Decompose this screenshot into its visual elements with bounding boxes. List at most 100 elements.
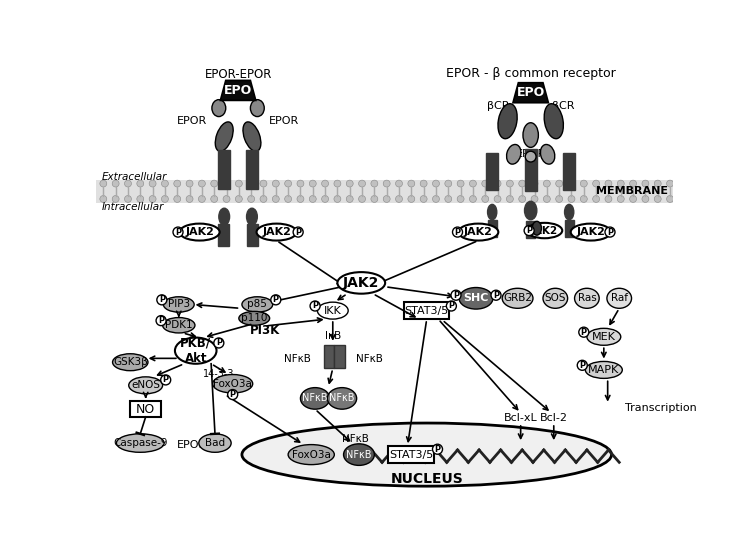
Ellipse shape (186, 180, 193, 187)
Text: P: P (175, 227, 181, 237)
Text: EPOR-EPOR: EPOR-EPOR (205, 68, 272, 82)
Text: IκB: IκB (325, 331, 341, 341)
Bar (565, 220, 574, 237)
Ellipse shape (260, 180, 267, 187)
Ellipse shape (458, 180, 464, 187)
Ellipse shape (519, 180, 526, 187)
Ellipse shape (247, 208, 257, 225)
Ellipse shape (272, 180, 279, 187)
Text: JAK2: JAK2 (185, 227, 214, 237)
Text: P: P (312, 301, 318, 311)
Ellipse shape (420, 180, 427, 187)
Bar (404, 302, 449, 319)
Bar (248, 224, 258, 246)
Ellipse shape (228, 390, 238, 399)
Ellipse shape (248, 180, 255, 187)
Ellipse shape (100, 196, 106, 202)
Ellipse shape (161, 196, 169, 202)
Ellipse shape (525, 151, 536, 162)
Ellipse shape (338, 272, 386, 294)
Ellipse shape (544, 104, 563, 139)
Ellipse shape (334, 196, 340, 202)
Text: P: P (158, 316, 164, 325)
Ellipse shape (163, 317, 195, 333)
Text: PIP3: PIP3 (168, 299, 190, 310)
Text: JAK2: JAK2 (464, 227, 493, 237)
Ellipse shape (212, 100, 226, 117)
Ellipse shape (175, 338, 217, 364)
Text: NFκB: NFκB (342, 434, 368, 444)
Text: EPO: EPO (224, 84, 252, 97)
Ellipse shape (211, 180, 218, 187)
Ellipse shape (223, 196, 230, 202)
Ellipse shape (236, 180, 242, 187)
Text: Intracellular: Intracellular (102, 202, 164, 212)
Text: P: P (607, 227, 613, 237)
Ellipse shape (383, 196, 390, 202)
Bar (563, 153, 575, 190)
Ellipse shape (164, 297, 194, 312)
Text: NFκB: NFκB (346, 449, 372, 460)
Ellipse shape (592, 180, 599, 187)
Ellipse shape (578, 360, 587, 370)
Ellipse shape (322, 196, 328, 202)
Bar (130, 402, 161, 417)
Ellipse shape (526, 223, 562, 238)
Ellipse shape (617, 180, 624, 187)
Text: P: P (216, 339, 222, 347)
Text: IKK: IKK (324, 306, 342, 316)
Ellipse shape (568, 196, 575, 202)
Ellipse shape (199, 180, 206, 187)
Text: eNOS: eNOS (131, 380, 160, 390)
Ellipse shape (494, 196, 501, 202)
Ellipse shape (451, 290, 461, 300)
Ellipse shape (242, 423, 611, 486)
Ellipse shape (297, 180, 304, 187)
Ellipse shape (519, 196, 526, 202)
Text: NFκB: NFκB (356, 354, 382, 364)
Ellipse shape (482, 196, 489, 202)
Ellipse shape (544, 196, 550, 202)
Text: Caspase-9: Caspase-9 (113, 438, 167, 448)
Ellipse shape (543, 288, 568, 309)
Text: PDK1: PDK1 (165, 320, 193, 330)
Text: GSK3β: GSK3β (113, 357, 148, 367)
Text: P: P (453, 291, 459, 300)
Text: P: P (493, 291, 499, 300)
Ellipse shape (506, 145, 521, 164)
Ellipse shape (458, 224, 498, 241)
Ellipse shape (556, 180, 562, 187)
Ellipse shape (498, 104, 517, 139)
Text: SOS: SOS (544, 293, 566, 303)
Text: EPOR: EPOR (177, 441, 207, 450)
Ellipse shape (667, 196, 674, 202)
Ellipse shape (568, 180, 575, 187)
Text: JAK2: JAK2 (262, 227, 291, 237)
Ellipse shape (587, 328, 621, 345)
Text: Bcl-xL: Bcl-xL (504, 413, 538, 424)
Text: FoxO3a: FoxO3a (213, 379, 252, 389)
Ellipse shape (346, 196, 353, 202)
Ellipse shape (395, 180, 403, 187)
Bar (488, 220, 496, 237)
Ellipse shape (491, 290, 501, 300)
Ellipse shape (433, 444, 442, 454)
Ellipse shape (667, 180, 674, 187)
Ellipse shape (531, 196, 538, 202)
Ellipse shape (642, 196, 649, 202)
Ellipse shape (161, 180, 169, 187)
Ellipse shape (556, 196, 562, 202)
Ellipse shape (219, 208, 230, 225)
Text: STAT3/5: STAT3/5 (404, 306, 448, 316)
Ellipse shape (617, 196, 624, 202)
Ellipse shape (215, 122, 233, 151)
Ellipse shape (297, 196, 304, 202)
Text: GRB2: GRB2 (503, 293, 532, 303)
Ellipse shape (271, 295, 280, 305)
Ellipse shape (149, 196, 156, 202)
Ellipse shape (629, 196, 637, 202)
Text: NO: NO (136, 403, 155, 416)
Ellipse shape (580, 196, 587, 202)
Ellipse shape (494, 180, 501, 187)
Text: Extracellular: Extracellular (102, 172, 167, 181)
